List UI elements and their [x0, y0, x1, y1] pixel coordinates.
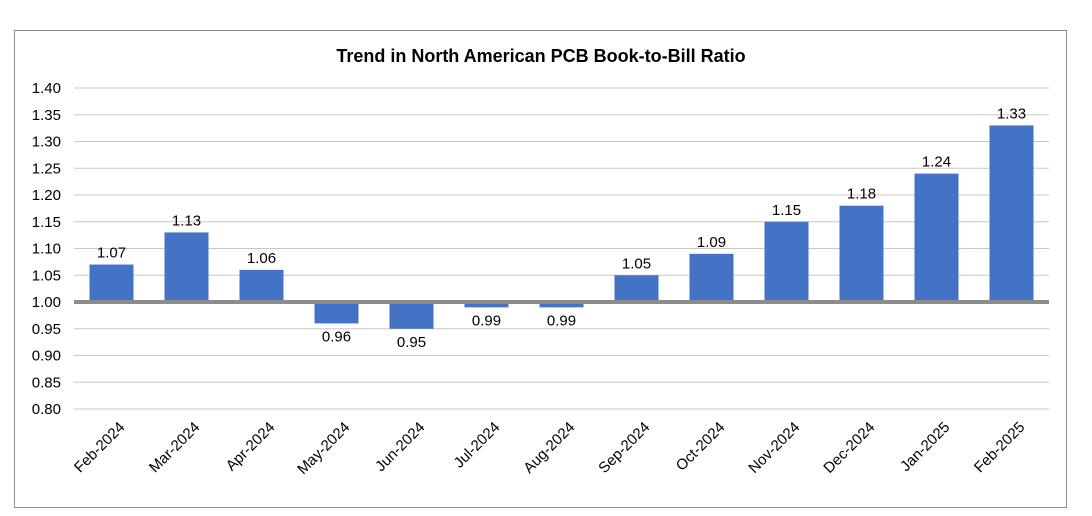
data-label: 0.95	[397, 334, 426, 351]
bar	[239, 269, 284, 302]
bar	[989, 125, 1034, 302]
y-tick-label: 0.90	[32, 348, 61, 365]
y-tick-label: 1.20	[32, 187, 61, 204]
chart-title: Trend in North American PCB Book-to-Bill…	[336, 46, 745, 66]
y-tick-label: 1.10	[32, 241, 61, 258]
y-tick-label: 1.05	[32, 267, 61, 284]
data-label: 0.96	[322, 328, 351, 345]
y-tick-label: 1.35	[32, 107, 61, 124]
bar	[464, 302, 509, 308]
bar	[839, 205, 884, 302]
gridlines	[74, 87, 1049, 410]
bar	[689, 253, 734, 302]
data-label: 1.15	[772, 202, 801, 219]
y-tick-label: 0.95	[32, 321, 61, 338]
bar	[914, 173, 959, 302]
y-tick-label: 1.30	[32, 134, 61, 151]
x-tick-label: Mar-2024	[146, 419, 203, 476]
x-tick-label: Nov-2024	[745, 419, 803, 477]
x-axis-ticks: Feb-2024 Mar-2024 Apr-2024 May-2024 Jun-2024…	[71, 419, 1028, 478]
x-tick-label: May-2024	[294, 419, 353, 478]
x-tick-label: Jul-2024	[451, 419, 504, 472]
bar	[764, 221, 809, 302]
data-label: 0.99	[547, 312, 576, 329]
data-label: 1.18	[847, 186, 876, 203]
bar	[164, 232, 209, 302]
data-label: 1.06	[247, 250, 276, 267]
x-tick-label: Oct-2024	[673, 419, 729, 475]
x-tick-label: Jan-2025	[897, 419, 953, 475]
x-tick-label: Sep-2024	[595, 419, 653, 477]
data-label: 0.99	[472, 312, 501, 329]
data-label: 1.07	[97, 245, 126, 262]
y-tick-label: 1.00	[32, 294, 61, 311]
y-tick-label: 1.15	[32, 214, 61, 231]
bar	[314, 302, 359, 324]
x-tick-label: Feb-2024	[71, 419, 128, 476]
bars	[89, 125, 1034, 329]
data-label: 1.05	[622, 255, 651, 272]
data-label: 1.09	[697, 234, 726, 251]
bar	[389, 302, 434, 329]
data-labels: 1.07 1.13 1.06 0.96 0.95 0.99 0.99 1.05 1.09 1.15…	[97, 105, 1026, 350]
bar	[614, 275, 659, 302]
bar	[539, 302, 584, 308]
data-label: 1.33	[997, 105, 1026, 122]
x-tick-label: Aug-2024	[520, 419, 578, 477]
y-tick-label: 0.85	[32, 374, 61, 391]
y-tick-label: 1.40	[32, 80, 61, 97]
x-tick-label: Feb-2025	[971, 419, 1028, 476]
data-label: 1.24	[922, 154, 951, 171]
x-tick-label: Jun-2024	[372, 419, 428, 475]
data-label: 1.13	[172, 212, 201, 229]
bar	[89, 264, 134, 302]
y-tick-label: 1.25	[32, 160, 61, 177]
x-tick-label: Apr-2024	[223, 419, 279, 475]
y-tick-label: 0.80	[32, 401, 61, 418]
y-axis-ticks: 0.80 0.85 0.90 0.95 1.00 1.05 1.10 1.15 1.20 1.25…	[32, 80, 61, 418]
x-tick-label: Dec-2024	[820, 419, 878, 477]
